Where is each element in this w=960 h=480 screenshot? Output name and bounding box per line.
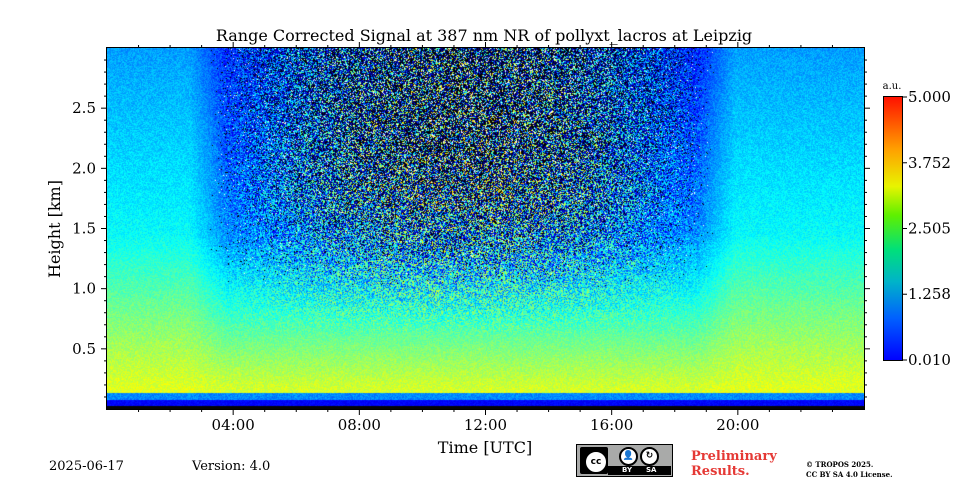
colorbar-tick-label: 1.258 <box>908 285 951 303</box>
cc-strip: BY SA <box>608 466 671 475</box>
colorbar-tick-label: 0.010 <box>908 351 951 369</box>
colorbar-tick-label: 2.505 <box>908 220 951 238</box>
x-axis: 04:00 08:00 12:00 16:00 20:00 <box>138 42 833 434</box>
y-tick-label: 1.5 <box>72 220 96 238</box>
y-tick-label: 1.0 <box>72 280 96 298</box>
cc-license-badge[interactable]: cc 👤 ↻ BY SA <box>576 444 673 477</box>
footer-version: Version: 4.0 <box>191 459 270 474</box>
colorbar <box>883 96 903 361</box>
chart-title: Range Corrected Signal at 387 nm NR of p… <box>216 26 752 45</box>
preliminary-results-label: Preliminary Results. <box>691 449 777 479</box>
x-tick-label: 12:00 <box>464 416 507 434</box>
x-axis-label: Time [UTC] <box>438 438 532 457</box>
heatmap-image <box>107 48 864 409</box>
x-tick-label: 08:00 <box>338 416 381 434</box>
plot-area <box>107 48 864 409</box>
y-axis-label: Height [km] <box>45 180 64 278</box>
colorbar-tick-label: 5.000 <box>908 88 951 106</box>
x-tick-label: 16:00 <box>590 416 633 434</box>
y-axis: 0.5 1.0 1.5 2.0 2.5 <box>72 59 870 398</box>
y-tick-label: 0.5 <box>72 340 96 358</box>
copyright-notice: © TROPOS 2025. CC BY SA 4.0 License. <box>806 460 893 479</box>
cc-by-label: BY <box>622 466 633 474</box>
attribution-icon: 👤 <box>619 447 638 466</box>
colorbar-unit: a.u. <box>883 81 902 92</box>
footer-date: 2025-06-17 <box>49 459 124 474</box>
x-tick-label: 20:00 <box>716 416 759 434</box>
colorbar-ticks: 0.010 1.258 2.505 3.752 5.000 <box>902 88 951 369</box>
cc-icon: cc <box>584 450 608 474</box>
colorbar-tick-label: 3.752 <box>908 154 951 172</box>
cc-sa-label: SA <box>646 466 657 474</box>
y-tick-label: 2.0 <box>72 159 96 177</box>
y-tick-label: 2.5 <box>72 99 96 117</box>
x-tick-label: 04:00 <box>212 416 255 434</box>
cc-logo-block: cc <box>580 447 608 474</box>
share-alike-icon: ↻ <box>640 447 659 466</box>
